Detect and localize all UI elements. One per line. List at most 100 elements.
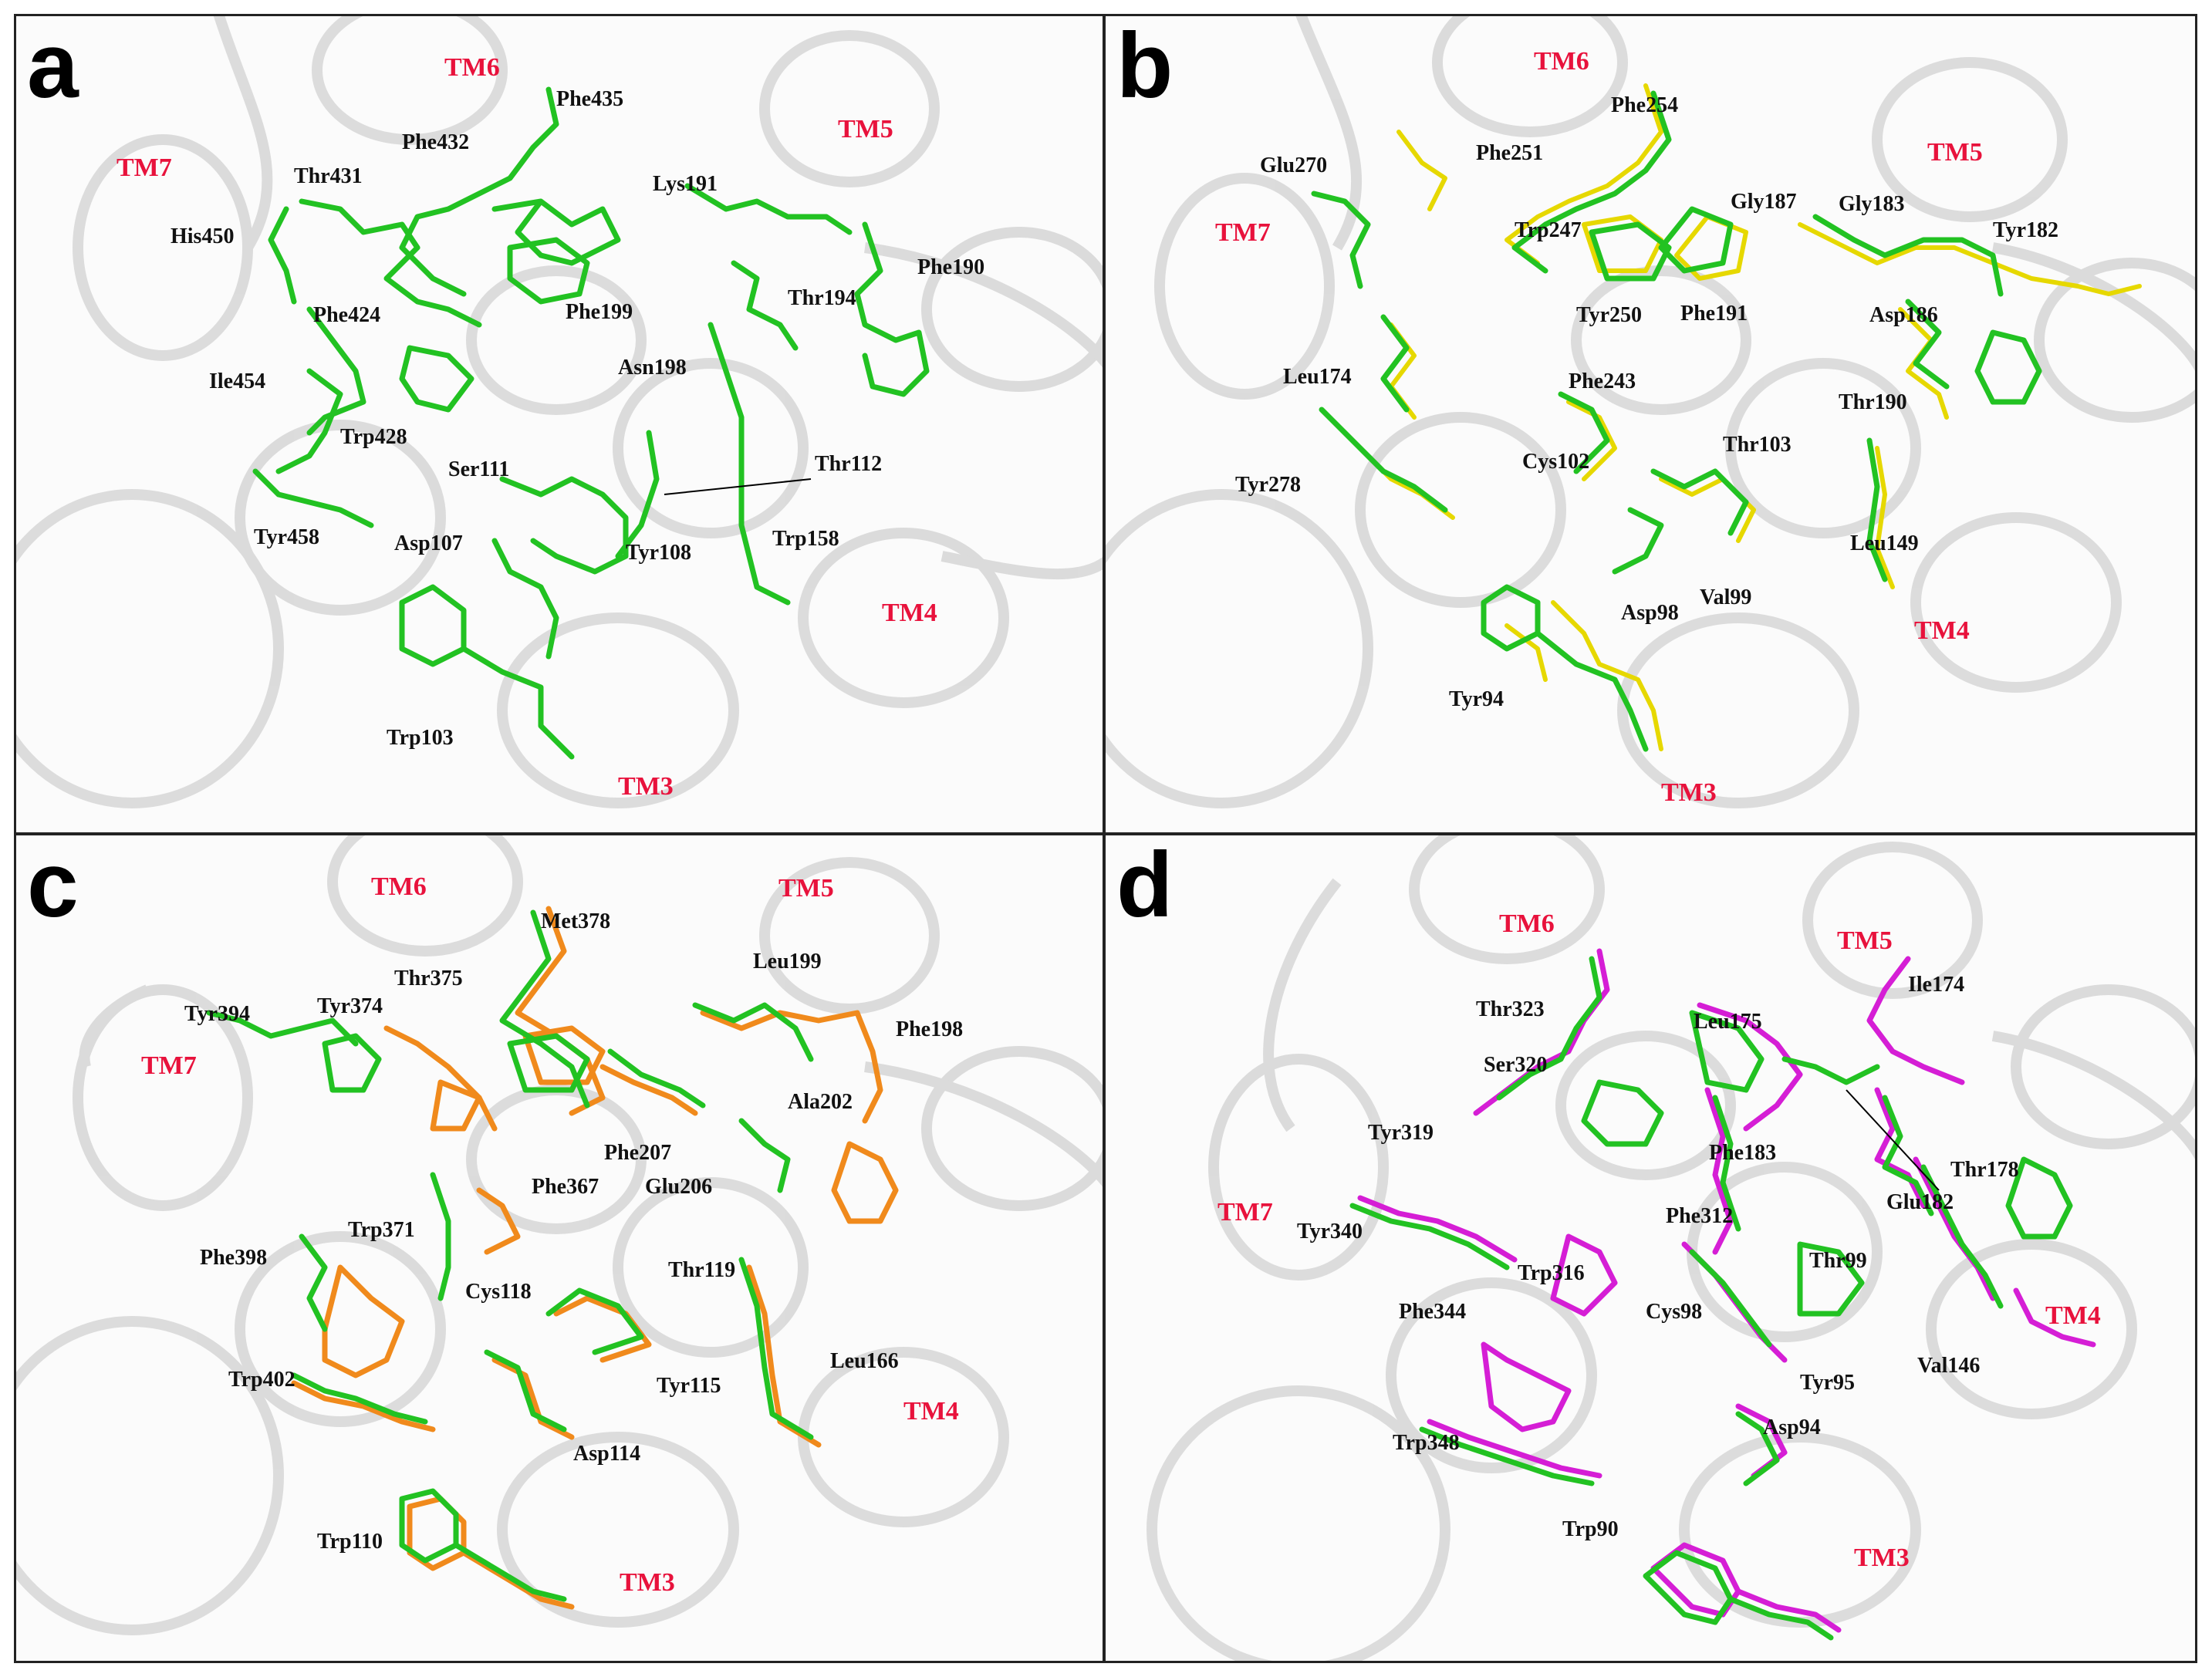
tm-label: TM6 <box>371 872 427 901</box>
tm-label: TM5 <box>838 115 893 143</box>
helix-background <box>1106 16 2195 808</box>
residue-label: Trp90 <box>1562 1517 1619 1541</box>
residue-label: Trp247 <box>1515 218 1582 242</box>
residue-label: Trp371 <box>348 1218 415 1242</box>
residue-label: Cys118 <box>465 1280 532 1304</box>
residue-label: Val146 <box>1917 1354 1981 1378</box>
residue-label: Leu174 <box>1283 365 1352 389</box>
residue-label: Glu182 <box>1886 1190 1954 1214</box>
residue-label: Phe190 <box>917 255 985 279</box>
tm-label: TM7 <box>141 1051 197 1080</box>
helix-background <box>16 835 1103 1635</box>
residue-label: Leu175 <box>1694 1010 1762 1034</box>
residue-label: Phe424 <box>313 303 381 327</box>
residue-label: Val99 <box>1700 585 1752 609</box>
residue-label: Asn198 <box>618 356 687 380</box>
tm-label: TM4 <box>882 599 937 627</box>
residue-sticks <box>252 86 930 760</box>
residue-label: Glu270 <box>1260 154 1328 177</box>
tm-label: TM4 <box>2045 1301 2101 1330</box>
residue-label: Cys102 <box>1522 450 1590 474</box>
residue-label: Tyr340 <box>1297 1220 1363 1243</box>
residue-label: Asp186 <box>1869 303 1938 327</box>
residue-label: Phe191 <box>1680 302 1748 326</box>
residue-label: Asp107 <box>394 531 463 555</box>
panel-b: b TM6 TM5 TM7 TM4 TM3 Phe254 Glu270 Phe2… <box>1103 14 2197 835</box>
residue-label: Cys98 <box>1646 1300 1703 1324</box>
residue-label: Met378 <box>541 909 611 933</box>
panel-letter: a <box>27 14 79 117</box>
residue-label: Phe199 <box>566 300 633 324</box>
residue-label: Gly187 <box>1731 190 1797 214</box>
residue-label: Thr103 <box>1723 433 1792 457</box>
residue-label: Tyr319 <box>1368 1121 1434 1145</box>
residue-label: Phe254 <box>1611 93 1679 117</box>
tm-label: TM4 <box>1914 616 1970 645</box>
residue-label: Phe243 <box>1569 369 1636 393</box>
residue-label: Asp114 <box>573 1442 641 1466</box>
residue-label: Ser320 <box>1484 1053 1548 1077</box>
residue-label: Trp348 <box>1393 1431 1460 1455</box>
residue-label: Asp98 <box>1621 601 1679 625</box>
residue-label: Phe198 <box>896 1017 964 1041</box>
residue-label: Ala202 <box>788 1090 853 1114</box>
panel-a: a TM6 TM5 TM7 TM4 TM3 Phe435 Phe432 Thr4… <box>14 14 1105 835</box>
residue-label: Tyr458 <box>254 525 320 549</box>
residue-label: Thr323 <box>1476 997 1545 1021</box>
residue-label: Trp103 <box>387 726 454 750</box>
residue-label: Trp428 <box>340 425 407 449</box>
panel-letter: c <box>27 833 79 936</box>
residue-label: Thr190 <box>1839 390 1907 414</box>
panel-letter: d <box>1116 833 1174 936</box>
residue-label: Trp402 <box>228 1368 295 1392</box>
residue-label: Thr119 <box>668 1258 736 1282</box>
residue-label: Trp158 <box>772 527 839 551</box>
tm-label: TM7 <box>117 154 172 182</box>
tm-label: TM3 <box>1854 1544 1910 1572</box>
residue-label: Phe251 <box>1476 141 1544 165</box>
tm-label: TM6 <box>1499 909 1555 938</box>
residue-label: Tyr95 <box>1800 1371 1856 1395</box>
residue-label: Asp94 <box>1763 1415 1821 1439</box>
residue-label: Phe183 <box>1709 1141 1777 1165</box>
residue-label: Tyr374 <box>317 994 383 1018</box>
residue-label: Phe312 <box>1666 1204 1734 1228</box>
residue-label: Thr431 <box>294 164 363 188</box>
residue-label: Phe398 <box>200 1246 268 1270</box>
residue-label: Tyr108 <box>626 541 692 565</box>
tm-label: TM6 <box>444 53 500 82</box>
residue-label: Tyr250 <box>1576 303 1643 327</box>
residue-label: Leu199 <box>753 950 822 973</box>
residue-label: Thr112 <box>815 452 883 476</box>
residue-label: Tyr278 <box>1235 473 1302 497</box>
helix-background <box>16 16 1103 808</box>
residue-label: Phe435 <box>556 87 624 111</box>
tm-label: TM5 <box>1837 926 1893 955</box>
tm-label: TM5 <box>1927 138 1983 167</box>
residue-label: Trp110 <box>317 1530 383 1554</box>
tm-label: TM3 <box>618 772 674 801</box>
residue-label: Tyr394 <box>184 1002 251 1026</box>
tm-label: TM3 <box>620 1568 675 1597</box>
residue-label: Tyr94 <box>1449 687 1504 711</box>
tm-label: TM6 <box>1534 47 1589 76</box>
residue-label: Gly183 <box>1839 192 1905 216</box>
residue-label: Thr99 <box>1809 1249 1867 1273</box>
residue-label: Lys191 <box>653 172 718 196</box>
residue-label: Thr375 <box>394 967 463 990</box>
panel-d: d TM6 TM5 TM7 TM4 TM3 Ile174 Thr323 Leu1… <box>1103 833 2197 1663</box>
residue-label: Phe344 <box>1399 1300 1467 1324</box>
residue-label: Tyr182 <box>1993 218 2059 242</box>
tm-label: TM7 <box>1217 1198 1273 1227</box>
residue-label: Thr194 <box>788 286 856 310</box>
panel-c: c TM6 TM5 TM7 TM4 TM3 Met378 Thr375 Tyr3… <box>14 833 1105 1663</box>
tm-label: TM7 <box>1215 218 1271 247</box>
residue-label: Leu166 <box>830 1349 899 1373</box>
residue-label: Phe207 <box>604 1141 672 1165</box>
tm-label: TM4 <box>903 1397 959 1426</box>
helix-background <box>1147 835 2195 1661</box>
tm-label: TM5 <box>778 874 834 903</box>
residue-label: Ile454 <box>209 369 266 393</box>
residue-label: Trp316 <box>1518 1261 1585 1285</box>
